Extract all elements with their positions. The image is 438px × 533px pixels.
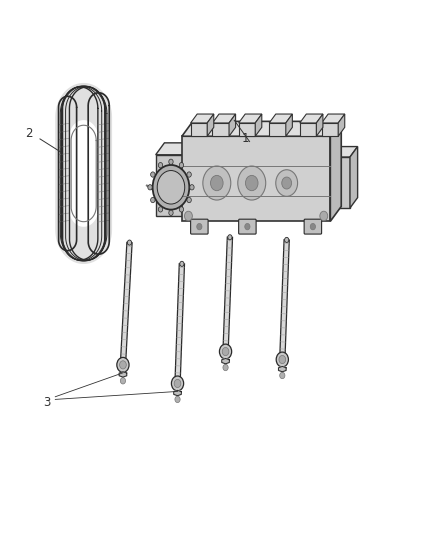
Circle shape	[190, 184, 194, 190]
Circle shape	[276, 352, 288, 367]
Circle shape	[238, 166, 266, 200]
Polygon shape	[316, 114, 323, 136]
Circle shape	[152, 165, 189, 209]
Polygon shape	[212, 123, 229, 136]
Circle shape	[187, 172, 191, 177]
Polygon shape	[56, 84, 111, 263]
Circle shape	[158, 163, 162, 168]
Circle shape	[285, 237, 289, 243]
Polygon shape	[321, 114, 345, 123]
Polygon shape	[70, 121, 98, 226]
Polygon shape	[239, 114, 262, 123]
Polygon shape	[330, 122, 341, 221]
Circle shape	[174, 379, 181, 387]
Circle shape	[320, 211, 328, 221]
Circle shape	[157, 171, 185, 204]
Circle shape	[276, 169, 297, 196]
Polygon shape	[191, 114, 214, 123]
Circle shape	[280, 372, 285, 378]
Polygon shape	[182, 136, 330, 221]
Circle shape	[223, 365, 228, 370]
Polygon shape	[280, 240, 289, 360]
Circle shape	[180, 261, 184, 266]
Circle shape	[163, 177, 179, 197]
Circle shape	[169, 210, 173, 215]
Circle shape	[117, 358, 129, 372]
Circle shape	[175, 396, 180, 402]
Circle shape	[310, 223, 315, 230]
Circle shape	[245, 223, 250, 230]
Circle shape	[282, 177, 292, 189]
Polygon shape	[120, 243, 132, 365]
Circle shape	[187, 197, 191, 203]
Polygon shape	[223, 237, 233, 352]
Circle shape	[120, 361, 126, 369]
Circle shape	[245, 175, 258, 191]
Circle shape	[158, 207, 162, 212]
Polygon shape	[286, 114, 292, 136]
Circle shape	[167, 183, 175, 192]
Text: 3: 3	[43, 395, 50, 409]
Polygon shape	[174, 390, 181, 395]
Text: 2: 2	[25, 127, 33, 140]
Polygon shape	[191, 123, 207, 136]
Circle shape	[171, 376, 184, 391]
Polygon shape	[222, 359, 230, 364]
Circle shape	[179, 207, 184, 212]
Polygon shape	[269, 123, 286, 136]
FancyBboxPatch shape	[191, 219, 208, 234]
Polygon shape	[212, 114, 236, 123]
Circle shape	[151, 172, 155, 177]
Circle shape	[219, 344, 232, 359]
Polygon shape	[269, 114, 292, 123]
FancyBboxPatch shape	[304, 219, 321, 234]
Polygon shape	[186, 143, 195, 216]
Polygon shape	[300, 114, 323, 123]
Circle shape	[197, 223, 202, 230]
Polygon shape	[239, 123, 255, 136]
Circle shape	[151, 197, 155, 203]
Polygon shape	[155, 143, 195, 155]
Circle shape	[120, 377, 126, 384]
Polygon shape	[330, 157, 350, 208]
Polygon shape	[300, 123, 316, 136]
Polygon shape	[229, 114, 236, 136]
Circle shape	[279, 356, 286, 364]
Polygon shape	[330, 147, 357, 157]
Polygon shape	[338, 114, 345, 136]
Polygon shape	[207, 114, 214, 136]
Polygon shape	[321, 123, 338, 136]
Circle shape	[184, 211, 192, 221]
Polygon shape	[279, 367, 286, 372]
Circle shape	[148, 184, 152, 190]
Circle shape	[228, 235, 232, 240]
Circle shape	[222, 348, 229, 356]
FancyBboxPatch shape	[239, 219, 256, 234]
Circle shape	[127, 240, 131, 245]
Polygon shape	[155, 155, 186, 216]
Polygon shape	[182, 122, 341, 136]
Polygon shape	[175, 264, 184, 384]
Circle shape	[179, 163, 184, 168]
Polygon shape	[255, 114, 262, 136]
Text: 1: 1	[241, 132, 249, 146]
Circle shape	[211, 175, 223, 191]
Polygon shape	[119, 372, 127, 377]
Polygon shape	[350, 147, 357, 208]
Circle shape	[169, 159, 173, 165]
Circle shape	[203, 166, 231, 200]
